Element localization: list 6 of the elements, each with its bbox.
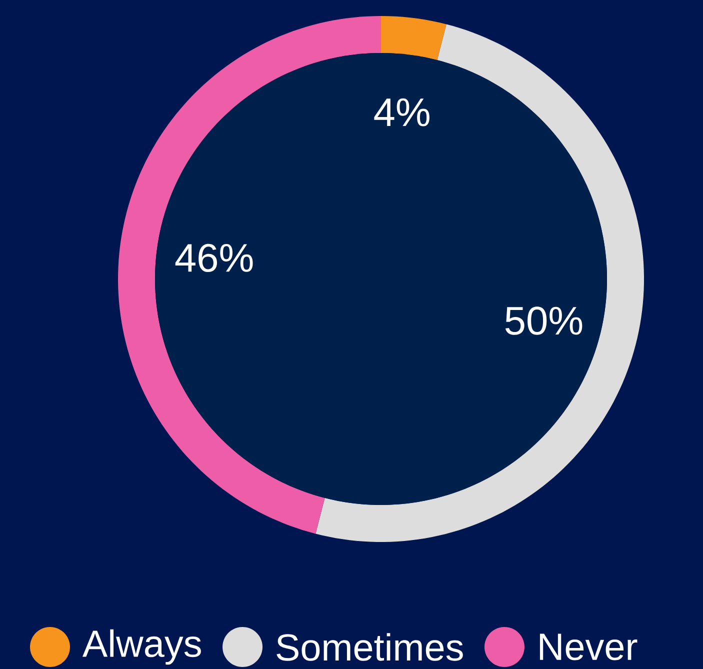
legend-label: Never [540, 634, 638, 660]
legend-label: Sometimes [276, 633, 463, 661]
data-label: 4% [374, 98, 430, 126]
data-label: 46% [175, 244, 253, 272]
legend-label: Always [82, 629, 201, 665]
data-label: 50% [505, 306, 582, 335]
